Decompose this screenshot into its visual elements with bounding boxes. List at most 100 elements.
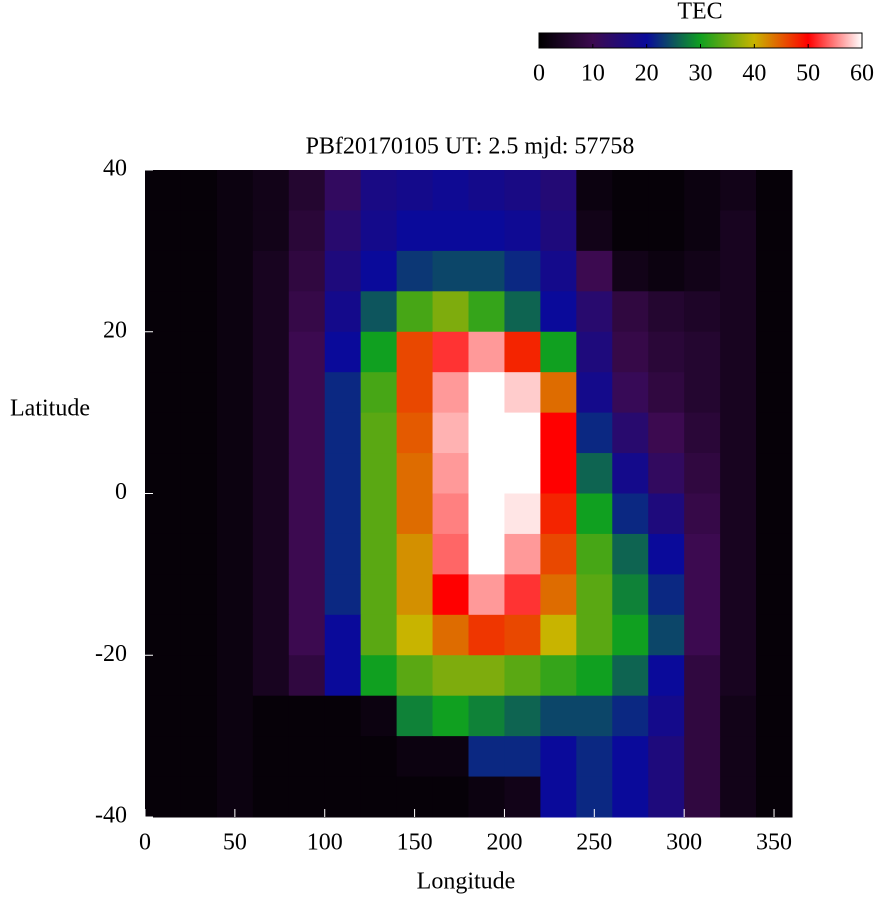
heatmap-cell (252, 372, 290, 414)
heatmap-cell (540, 250, 577, 292)
heatmap-cell (756, 210, 793, 252)
y-tick-label: 0 (115, 479, 127, 505)
heatmap-cell (684, 170, 721, 211)
heatmap-cell (180, 291, 218, 333)
heatmap-cell (648, 614, 685, 656)
heatmap-cell (145, 331, 182, 373)
heatmap-cell (648, 574, 685, 616)
heatmap-cell (468, 533, 505, 575)
heatmap-cell (145, 372, 182, 414)
heatmap-cell (360, 453, 398, 494)
heatmap-cell (612, 614, 649, 656)
heatmap-cell (720, 776, 757, 818)
heatmap-cell (468, 695, 505, 737)
heatmap-cell (252, 736, 290, 778)
heatmap-cell (756, 614, 793, 656)
heatmap-cell (432, 574, 469, 616)
heatmap-cell (180, 250, 218, 292)
heatmap-cell (432, 210, 469, 252)
heatmap-cell (540, 695, 577, 737)
heatmap-cell (324, 695, 362, 737)
heatmap-cell (288, 736, 326, 778)
y-tick-label: -20 (95, 641, 127, 667)
x-tick-label: 0 (139, 830, 151, 856)
heatmap-cell (432, 372, 469, 414)
heatmap-cell (576, 331, 613, 373)
x-tick-label: 200 (486, 830, 522, 856)
colorbar-label: TEC (677, 0, 722, 25)
heatmap-cell (540, 291, 577, 333)
heatmap-cell (180, 695, 218, 737)
heatmap-cell (720, 453, 757, 494)
heatmap-cell (684, 453, 721, 494)
heatmap-cell (288, 291, 326, 333)
colorbar-tick-label: 30 (689, 61, 713, 87)
heatmap-cell (684, 533, 721, 575)
colorbar-tick-label: 10 (581, 61, 605, 87)
heatmap-cell (648, 210, 685, 252)
heatmap-cell (216, 250, 254, 292)
heatmap-cell (576, 453, 613, 494)
heatmap-cell (145, 453, 182, 494)
heatmap-cell (180, 533, 218, 575)
heatmap-cell (288, 453, 326, 494)
heatmap-cell (360, 250, 398, 292)
heatmap-cell (648, 331, 685, 373)
heatmap-cell (324, 574, 362, 616)
heatmap-cell (145, 614, 182, 656)
heatmap-cell (396, 210, 434, 252)
heatmap-cell (180, 614, 218, 656)
heatmap-cell (432, 493, 469, 535)
heatmap-cell (684, 695, 721, 737)
heatmap-cell (756, 493, 793, 535)
heatmap-cell (216, 291, 254, 333)
heatmap-cell (648, 291, 685, 333)
y-tick-label: 40 (103, 156, 127, 182)
heatmap-cell (252, 170, 290, 211)
heatmap-cell (396, 331, 434, 373)
heatmap-cell (324, 210, 362, 252)
heatmap-cell (468, 736, 505, 778)
heatmap-cell (612, 331, 649, 373)
heatmap-cell (468, 372, 505, 414)
heatmap-cell (252, 250, 290, 292)
heatmap-cell (504, 695, 541, 737)
heatmap-cell (684, 574, 721, 616)
heatmap-cell (252, 453, 290, 494)
heatmap-cell (216, 170, 254, 211)
heatmap-cell (684, 736, 721, 778)
heatmap-cell (180, 736, 218, 778)
heatmap-cell (720, 372, 757, 414)
heatmap-cell (684, 250, 721, 292)
heatmap-cell (756, 695, 793, 737)
heatmap-cell (576, 695, 613, 737)
heatmap-cell (648, 655, 685, 697)
heatmap-cell (720, 533, 757, 575)
heatmap-cell (432, 250, 469, 292)
heatmap-cell (145, 291, 182, 333)
heatmap-cell (324, 533, 362, 575)
heatmap-cell (648, 170, 685, 211)
heatmap-cell (288, 170, 326, 211)
heatmap-cell (324, 170, 362, 211)
heatmap-cell (684, 493, 721, 535)
colorbar-tick-label: 0 (533, 61, 545, 87)
heatmap-cell (145, 493, 182, 535)
x-axis-label: Longitude (417, 869, 516, 895)
heatmap-cell (180, 776, 218, 818)
heatmap-cell (576, 655, 613, 697)
heatmap-cell (504, 533, 541, 575)
heatmap-cell (648, 533, 685, 575)
heatmap-cell (648, 372, 685, 414)
heatmap-cell (288, 574, 326, 616)
heatmap-cell (180, 655, 218, 697)
x-tick-label: 50 (223, 830, 247, 856)
heatmap-cell (324, 614, 362, 656)
heatmap-cell (252, 695, 290, 737)
heatmap-cell (612, 736, 649, 778)
colorbar-tick-label: 20 (635, 61, 659, 87)
heatmap-cell (468, 291, 505, 333)
heatmap-cell (504, 412, 541, 454)
heatmap-cell (145, 210, 182, 252)
heatmap-cell (468, 574, 505, 616)
